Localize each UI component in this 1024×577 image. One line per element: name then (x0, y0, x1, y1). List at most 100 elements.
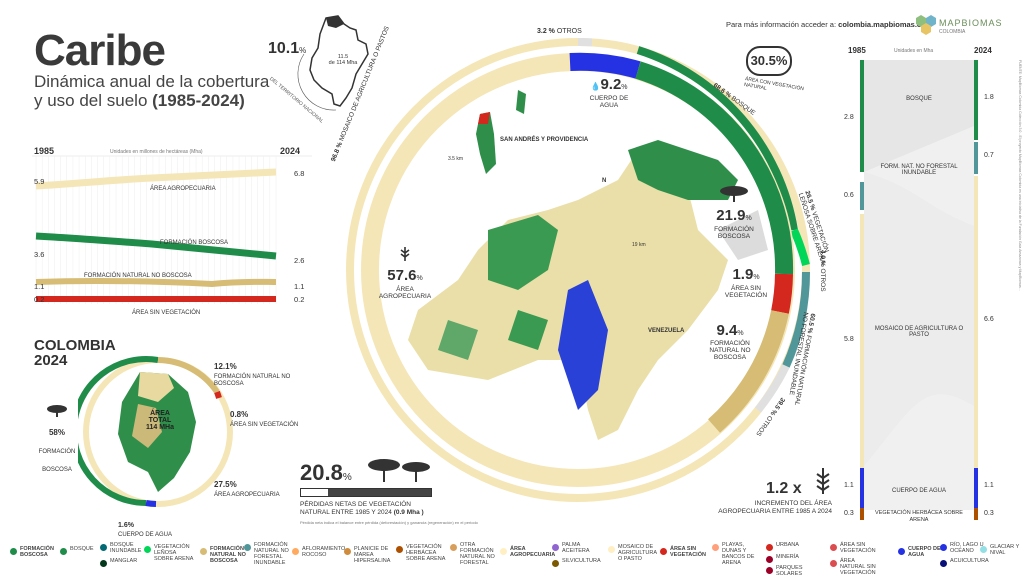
legend-item: PLANICIE DE MAREA HIPERSALINA (354, 546, 391, 564)
losses-note: Pérdida neta indica el balance entre pér… (300, 520, 478, 525)
line-chart-start-year: 1985 (34, 146, 55, 156)
legend-item: FORMACIÓN BOSCOSA (20, 546, 54, 558)
line-chart-end-year: 2024 (280, 146, 301, 156)
ring-value-agua: 💧9.2% CUERPO DE AGUA (589, 76, 629, 109)
legend-item: ÁREA SIN VEGETACIÓN (840, 542, 876, 554)
legend-swatch (940, 560, 947, 567)
legend-item: OTRA FORMACIÓN NATURAL NO FORESTAL (460, 542, 495, 566)
north-arrow: N (602, 178, 607, 184)
increment-value: 1.2 x (766, 480, 802, 497)
legend-swatch (200, 548, 207, 555)
trees-icon (368, 459, 430, 482)
tree-icon (720, 186, 748, 202)
legend-item: URBANA (776, 542, 799, 548)
legend-item: VEGETACIÓN LEÑOSA SOBRE ARENA (154, 544, 194, 562)
legend-swatch (898, 548, 905, 555)
wheat-icon (816, 468, 830, 494)
colombia-total: ÁREA TOTAL 114 MHa (145, 410, 175, 431)
legend-swatch (60, 548, 67, 555)
increment-text: INCREMENTO DEL ÁREA AGROPECUARIA ENTRE 1… (718, 500, 832, 515)
legend-swatch (552, 560, 559, 567)
legend-swatch (712, 544, 719, 551)
legend-swatch (766, 556, 773, 563)
legend-item: PLAYAS, DUNAS Y BANCOS DE ARENA (722, 542, 755, 566)
legend-item: VEGETACIÓN HERBÁCEA SOBRE ARENA (406, 544, 446, 562)
colombia-donut (78, 356, 233, 507)
coverage-ring (346, 37, 811, 502)
legend-item: ÁREA NATURAL SIN VEGETACIÓN (840, 558, 876, 576)
legend-item: PALMA ACEITERA (562, 542, 590, 554)
natural-veg-badge: 30.5% (746, 46, 792, 76)
nobosc-end: 1.1 (294, 282, 305, 291)
venezuela-label: VENEZUELA (648, 328, 685, 334)
boscosa-end: 2.6 (294, 256, 305, 265)
agro-start: 5.9 (34, 177, 45, 186)
islands-scale: 3.5 km (448, 156, 464, 162)
legend-item: RÍO, LAGO U OCÉANO (950, 542, 984, 554)
legend-item: PARQUES SOLARES (776, 565, 803, 577)
legend-item: ÁREA SIN VEGETACIÓN (670, 546, 706, 558)
more-info-link[interactable]: colombia.mapbiomas.org (838, 20, 930, 29)
legend-item: MOSAICO DE AGRICULTURA O PASTO (618, 544, 657, 562)
losses-bar-fill (328, 489, 431, 496)
nobosc-start: 1.1 (34, 282, 45, 291)
sinveg-label: ÁREA SIN VEGETACIÓN (132, 310, 201, 316)
losses-bar (300, 488, 432, 497)
legend-swatch (292, 548, 299, 555)
legend-item: FORMACIÓN NATURAL NO BOSCOSA (210, 546, 246, 564)
legend-item: CUERPO DE AGUA (908, 546, 941, 558)
legend-item: AFLORAMIENTO ROCOSO (302, 546, 346, 558)
cover-line-chart: 1985 2024 Unidades en millones de hectár… (32, 144, 312, 324)
legend-swatch (830, 544, 837, 551)
losses-text: PÉRDIDAS NETAS DE VEGETACIÓN NATURAL ENT… (300, 501, 424, 516)
legend-item: BOSQUE INUNDABLE (110, 542, 142, 554)
sankey-chart: 1985 2024 Unidades en Mha 2.8 0.6 5.8 1.… (844, 46, 1012, 526)
legend-swatch (10, 548, 17, 555)
legend-item: FORMACIÓN NATURAL NO FORESTAL INUNDABLE (254, 542, 289, 566)
col-sin-veg: 0.8% ÁREA SIN VEGETACIÓN (230, 410, 299, 428)
legend: FORMACIÓN BOSCOSA BOSQUE BOSQUE INUNDABLE M… (0, 538, 1024, 577)
line-boscosa (35, 232, 277, 260)
legend-swatch (552, 544, 559, 551)
legend-swatch (766, 567, 773, 574)
legend-swatch (500, 548, 507, 555)
line-agropecuaria (35, 168, 277, 190)
agro-end: 6.8 (294, 169, 305, 178)
tree-icon (47, 405, 67, 417)
water-drop-icon: 💧 (590, 82, 601, 91)
source-note: FUENTE: MapBiomas Colombia Colección 3.0… (1018, 60, 1022, 291)
colombia-outline-map (297, 15, 369, 111)
col-agro: 27.5% ÁREA AGROPECUARIA (214, 480, 280, 498)
legend-item: BOSQUE (70, 546, 94, 552)
more-info: Para más información acceder a: colombia… (726, 20, 930, 29)
page-subtitle: Dinámica anual de la cobertura y uso del… (34, 72, 270, 110)
col-agua: 1.6% CUERPO DE AGUA (118, 522, 173, 538)
line-chart-svg (32, 155, 312, 304)
sankey-svg (860, 60, 978, 520)
map-scale: 19 km (632, 242, 646, 248)
legend-swatch (144, 546, 151, 553)
legend-item: GLACIAR Y NIVAL (990, 544, 1020, 556)
legend-swatch (980, 546, 987, 553)
nobosc-label: FORMACIÓN NATURAL NO BOSCOSA (84, 273, 192, 279)
sinveg-end: 0.2 (294, 295, 305, 304)
losses-block: 20.8% (300, 460, 352, 485)
mapbiomas-logo-icon (916, 15, 936, 35)
ring-label-otros-top: 3.2 % OTROS (537, 28, 582, 35)
col-no-boscosa: 12.1% FORMACIÓN NATURAL NO BOSCOSA (214, 362, 291, 387)
colombia-title: COLOMBIA 2024 (34, 337, 116, 369)
ring-label-otros-right: 4.9 % OTROS (819, 250, 826, 292)
line-chart-unit: Unidades en millones de hectáreas (Mha) (110, 149, 203, 155)
col-boscosa: 58% FORMACIÓN BOSCOSA (36, 404, 78, 476)
ring-value-sin-veg: 1.9% ÁREA SIN VEGETACIÓN (724, 266, 768, 299)
legend-swatch (100, 560, 107, 567)
mapbiomas-logo: MAPBIOMAS COLOMBIA (915, 14, 1015, 38)
legend-item: SILVICULTURA (562, 558, 601, 564)
legend-item: MANGLAR (110, 558, 138, 564)
islands-label: SAN ANDRÉS Y PROVIDENCIA (500, 137, 589, 143)
ring-value-agro: 57.6% ÁREA AGROPECUARIA (370, 246, 440, 303)
legend-item: MINERÍA (776, 554, 799, 560)
territory-percent: 10.1% (268, 40, 307, 57)
legend-swatch (766, 544, 773, 551)
wheat-icon (400, 247, 410, 261)
